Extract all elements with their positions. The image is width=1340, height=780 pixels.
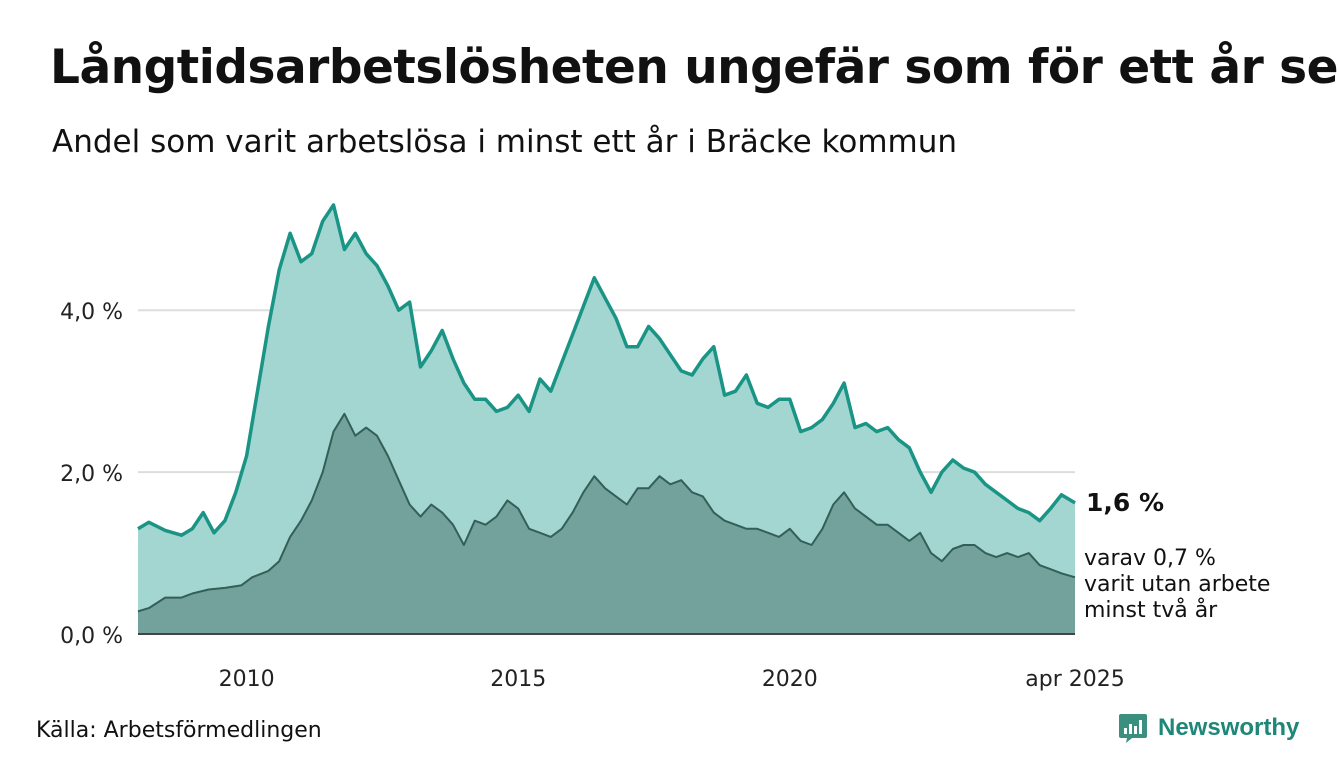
brand-logo[interactable]: Newsworthy (1118, 712, 1299, 744)
chart-plot: 0,0 % 2,0 % 4,0 % 2010 2015 2020 apr 2025 (60, 203, 1125, 692)
sub-annotation-line-3: minst två år (1084, 598, 1218, 623)
x-tick-label: 2020 (762, 667, 818, 692)
chart-title: Långtidsarbetslösheten ungefär som för e… (50, 40, 1340, 95)
source-label: Källa: Arbetsförmedlingen (36, 718, 322, 743)
sub-series-line (137, 412, 1076, 613)
brand-name: Newsworthy (1158, 714, 1300, 741)
x-tick-label: apr 2025 (1025, 667, 1124, 692)
sub-annotation-line-1: varav 0,7 % (1084, 546, 1216, 571)
chart-subtitle: Andel som varit arbetslösa i minst ett å… (52, 124, 958, 160)
area-layer (137, 203, 1076, 634)
sub-series-annotation: varav 0,7 % varit utan arbete minst två … (1084, 546, 1324, 624)
x-tick-label: 2015 (490, 667, 546, 692)
axis-layer: 0,0 % 2,0 % 4,0 % 2010 2015 2020 apr 2025 (60, 300, 1125, 692)
x-tick-label: 2010 (219, 667, 275, 692)
sub-series-area (138, 413, 1075, 634)
newsworthy-chart-icon (1119, 714, 1147, 743)
latest-value-label: 1,6 % (1086, 488, 1165, 517)
y-tick-label: 0,0 % (60, 624, 123, 649)
sub-annotation-line-2: varit utan arbete (1084, 572, 1271, 597)
y-tick-label: 4,0 % (60, 300, 123, 325)
y-tick-label: 2,0 % (60, 462, 123, 487)
main-series-line (137, 203, 1076, 537)
